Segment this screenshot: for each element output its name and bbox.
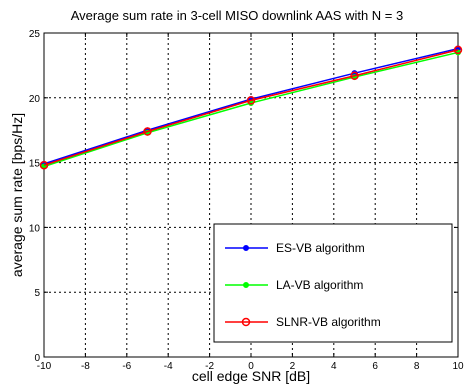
y-tick-label: 0 [34, 353, 40, 364]
data-point-marker [241, 317, 251, 327]
x-tick-label: -6 [122, 361, 131, 372]
legend-label-0: ES-VB algorithm [276, 241, 365, 255]
y-tick-label: 15 [29, 159, 41, 170]
x-tick-label: 8 [414, 361, 420, 372]
series-lines [39, 45, 463, 170]
y-tick-label: 20 [29, 94, 41, 105]
x-axis-label: cell edge SNR [dB] [192, 368, 310, 384]
series-line-2 [43, 49, 459, 166]
axis-ticks: -10 -8 -6 -4 -2 0 2 4 6 8 10 0 5 10 15 20 25 [29, 29, 464, 372]
data-point-marker [143, 127, 152, 136]
x-tick-label: 2 [290, 361, 296, 372]
x-tick-label: -4 [164, 361, 173, 372]
y-axis-label: average sum rate [bps/Hz] [9, 113, 25, 277]
x-tick-label: -2 [205, 361, 214, 372]
data-point-marker [39, 160, 49, 170]
legend: ES-VB algorithm LA-VB algorithm SLNR-VB al… [213, 223, 453, 343]
x-tick-label: 4 [331, 361, 337, 372]
y-tick-label: 10 [29, 223, 41, 234]
y-tick-label: 25 [29, 29, 41, 40]
data-point-marker [453, 45, 463, 55]
x-tick-label: 6 [372, 361, 378, 372]
chart-title: Average sum rate in 3-cell MISO downlink… [71, 8, 404, 23]
data-point-marker [243, 245, 249, 251]
x-tick-label: -10 [37, 361, 52, 372]
legend-label-1: LA-VB algorithm [276, 278, 363, 292]
data-point-marker [243, 282, 249, 288]
y-tick-label: 5 [34, 288, 40, 299]
x-tick-label: -8 [81, 361, 90, 372]
data-point-marker [246, 96, 256, 105]
data-point-marker [350, 71, 359, 81]
x-tick-label: 0 [248, 361, 254, 372]
legend-label-2: SLNR-VB algorithm [276, 315, 381, 329]
x-tick-label: 10 [452, 361, 464, 372]
